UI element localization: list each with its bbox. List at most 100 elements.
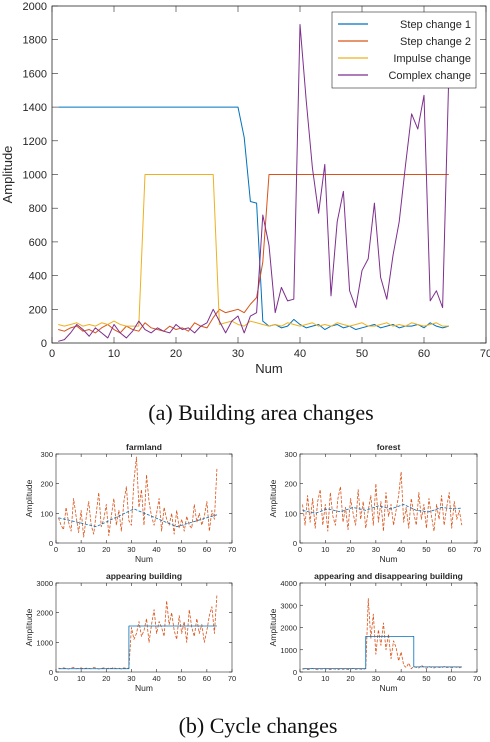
y-tick-label: 0 <box>49 668 53 677</box>
y-tick-label: 100 <box>40 509 53 518</box>
x-tick-label: 40 <box>397 545 405 554</box>
y-axis-label: Amplitude <box>268 608 278 646</box>
x-tick-label: 30 <box>372 545 380 554</box>
chart-title: appearing and disappearing building <box>314 571 463 581</box>
x-tick-label: 30 <box>372 674 380 683</box>
x-tick-label: 10 <box>321 545 329 554</box>
y-tick-label: 0 <box>293 668 297 677</box>
plot-area <box>55 453 233 544</box>
x-tick-label: 0 <box>54 674 58 683</box>
x-axis-label: Num <box>135 554 153 564</box>
x-tick-label: 60 <box>203 545 211 554</box>
legend-entry: Step change 1 <box>400 19 471 31</box>
x-tick-label: 0 <box>298 545 302 554</box>
y-tick-label: 1000 <box>36 638 53 647</box>
series-line-2 <box>58 508 218 528</box>
legend-entry: Complex change <box>388 70 471 82</box>
x-tick-label: 60 <box>203 674 211 683</box>
chart-title: appearing building <box>106 571 182 581</box>
x-tick-label: 60 <box>448 545 456 554</box>
y-tick-label: 2000 <box>36 609 53 618</box>
x-tick-label: 70 <box>480 348 490 360</box>
x-tick-label: 70 <box>473 674 481 683</box>
x-tick-label: 10 <box>108 348 120 360</box>
y-tick-label: 4000 <box>280 579 297 588</box>
y-tick-label: 1200 <box>23 136 47 148</box>
caption-a: (a) Building area changes <box>148 400 373 425</box>
x-tick-label: 50 <box>178 674 186 683</box>
y-tick-label: 1800 <box>23 35 47 47</box>
x-tick-label: 50 <box>422 674 430 683</box>
plot-area <box>55 582 233 673</box>
x-tick-label: 40 <box>152 674 160 683</box>
x-tick-label: 40 <box>294 348 306 360</box>
y-tick-label: 0 <box>41 338 47 350</box>
x-tick-label: 40 <box>152 545 160 554</box>
x-tick-label: 70 <box>228 674 236 683</box>
x-tick-label: 60 <box>448 674 456 683</box>
series-line-2 <box>302 636 462 670</box>
chart-title: forest <box>377 442 401 452</box>
y-tick-label: 2000 <box>23 1 47 13</box>
y-tick-label: 1000 <box>280 646 297 655</box>
series-line-1 <box>302 598 462 671</box>
y-tick-label: 200 <box>284 480 297 489</box>
series-line-1 <box>58 456 218 538</box>
x-tick-label: 50 <box>178 545 186 554</box>
appearing-building-chart: 0 10 20 30 40 50 60 70 0 1000 2000 3000 Num Amplitude… <box>24 571 236 693</box>
series-line-2 <box>302 504 462 514</box>
x-tick-label: 20 <box>170 348 182 360</box>
y-tick-label: 3000 <box>36 579 53 588</box>
y-tick-label: 1600 <box>23 68 47 80</box>
x-tick-label: 20 <box>346 545 354 554</box>
x-tick-label: 30 <box>127 545 135 554</box>
legend-entry: Step change 2 <box>400 36 471 48</box>
x-tick-label: 20 <box>346 674 354 683</box>
x-tick-label: 20 <box>102 674 110 683</box>
x-tick-label: 0 <box>49 348 55 360</box>
x-tick-label: 70 <box>228 545 236 554</box>
y-tick-label: 400 <box>29 271 47 283</box>
y-tick-label: 0 <box>293 539 297 548</box>
x-tick-label: 0 <box>298 674 302 683</box>
y-tick-label: 200 <box>40 480 53 489</box>
series-line-step-change-1 <box>58 106 449 331</box>
y-tick-label: 300 <box>40 450 53 459</box>
series-line-1 <box>302 471 463 532</box>
farmland-chart: 0 10 20 30 40 50 60 70 0 100 200 300 Num Amplitude far… <box>24 442 236 564</box>
plot-area <box>299 453 478 544</box>
series-line-2 <box>58 625 217 670</box>
caption-b: (b) Cycle changes <box>179 713 338 738</box>
building-area-changes-chart: 0 10 20 30 40 50 60 70 0 200 400 600 800 1000 1200 1400… <box>0 1 490 376</box>
y-tick-label: 3000 <box>280 601 297 610</box>
x-tick-label: 50 <box>422 545 430 554</box>
chart-title: farmland <box>126 442 162 452</box>
x-tick-label: 0 <box>54 545 58 554</box>
x-axis-label: Num <box>135 683 153 693</box>
x-tick-label: 10 <box>77 674 85 683</box>
x-tick-label: 30 <box>232 348 244 360</box>
y-axis-label: Amplitude <box>24 608 34 646</box>
plot-area <box>299 582 478 673</box>
y-tick-label: 0 <box>49 539 53 548</box>
series-line-impulse-change <box>58 174 449 327</box>
y-tick-label: 300 <box>284 450 297 459</box>
y-axis-label: Amplitude <box>0 146 15 204</box>
x-axis-label: Num <box>380 554 398 564</box>
y-axis-label: Amplitude <box>24 479 34 517</box>
y-tick-label: 600 <box>29 237 47 249</box>
y-tick-label: 1400 <box>23 102 47 114</box>
x-axis-label: Num <box>380 683 398 693</box>
x-tick-label: 20 <box>102 545 110 554</box>
x-tick-label: 60 <box>418 348 430 360</box>
x-tick-label: 40 <box>397 674 405 683</box>
x-tick-label: 70 <box>473 545 481 554</box>
x-tick-label: 50 <box>356 348 368 360</box>
x-tick-label: 30 <box>127 674 135 683</box>
y-tick-label: 2000 <box>280 624 297 633</box>
forest-chart: 0 10 20 30 40 50 60 70 0 100 200 300 Num Amplitude for… <box>268 442 481 564</box>
series-line-complex-change <box>58 24 450 342</box>
y-axis-label: Amplitude <box>268 479 278 517</box>
y-tick-label: 100 <box>284 509 297 518</box>
